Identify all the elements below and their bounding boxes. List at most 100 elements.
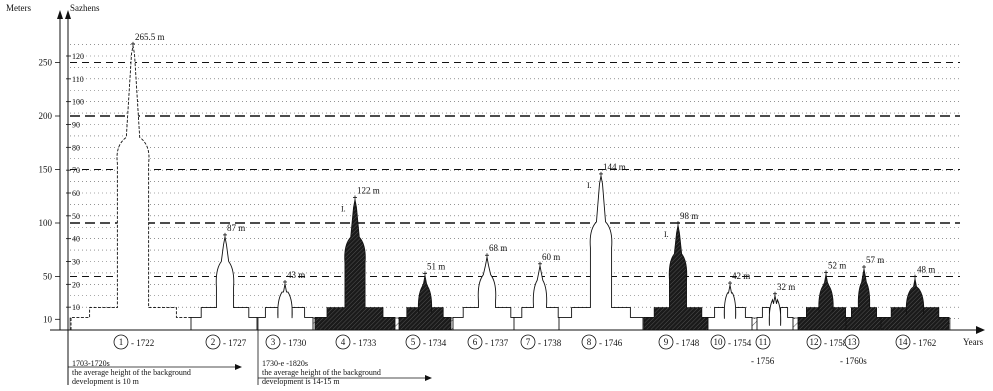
building-1-silhouette <box>70 45 196 331</box>
period-1-note-line1: the average height of the background <box>72 368 191 377</box>
building-1-number-circle <box>113 334 129 350</box>
sazhen-tick-label: 90 <box>72 120 80 129</box>
building-3-height-label: 43 m <box>287 270 305 280</box>
roman-mark-4: I. <box>341 204 346 213</box>
building-6-number: 6 <box>473 337 478 347</box>
building-5-silhouette <box>398 275 452 331</box>
building-11-number-circle <box>755 334 771 350</box>
building-7-number-circle <box>520 334 536 350</box>
building-4-silhouette <box>314 199 396 331</box>
building-10-year: - 1754 <box>728 338 752 348</box>
building-14-number-circle <box>895 334 911 350</box>
building-9-number-circle <box>658 334 674 350</box>
building-7-height-label: 60 m <box>542 252 560 262</box>
building-4-number: 4 <box>341 337 346 347</box>
building-2-height-label: 87 m <box>227 223 245 233</box>
building-10-silhouette <box>707 284 753 331</box>
building-12-silhouette <box>797 274 855 331</box>
building-10-number: 10 <box>714 337 724 347</box>
building-8-height-label: 144 m <box>603 162 626 172</box>
building-11-silhouette <box>756 295 794 331</box>
building-13-number-circle <box>844 334 860 350</box>
building-12-year: - 1758 <box>824 338 848 348</box>
years-axis-label: Years <box>963 337 984 347</box>
building-9-silhouette <box>643 225 713 331</box>
building-9-height-label: 98 m <box>680 211 698 221</box>
building-2-number: 2 <box>211 337 216 347</box>
building-4-number-circle <box>335 334 351 350</box>
meter-tick-labels: 10 50 100 150 200 250 <box>39 58 60 324</box>
sazhen-tick-labels: 10 20 30 40 50 60 70 80 90 100 110 120 <box>66 52 84 312</box>
building-8-number-circle <box>581 334 597 350</box>
building-1-year: - 1722 <box>131 338 154 348</box>
building-7-silhouette <box>513 265 567 331</box>
building-10-number-circle <box>710 334 726 350</box>
sazhen-tick-label: 70 <box>72 166 80 175</box>
period-2-note-line2: development is 14-15 m <box>262 377 340 386</box>
meter-tick-label: 150 <box>39 165 53 175</box>
building-6-number-circle <box>467 334 483 350</box>
building-number-year-labels: 1 - 1722 2 - 1727 3 - 1730 4 - 1733 5 - 1734 6 - 17… <box>113 334 936 366</box>
building-5-number-circle <box>405 334 421 350</box>
building-4-year: - 1733 <box>353 338 377 348</box>
building-9-number: 9 <box>664 337 669 347</box>
meters-axis-arrow-icon <box>57 10 63 19</box>
grid-lines <box>70 44 960 319</box>
period-1-arrow-icon <box>235 364 242 370</box>
period-2-range: 1730-e -1820s <box>262 359 308 368</box>
building-2-number-circle <box>205 334 221 350</box>
x-axis-arrow-icon <box>976 326 985 334</box>
building-5-number: 5 <box>411 337 416 347</box>
building-2-silhouette <box>190 236 260 331</box>
meter-tick-label: 250 <box>39 58 53 68</box>
building-5-height-label: 51 m <box>427 261 445 271</box>
meter-tick-label: 10 <box>43 314 53 324</box>
building-14-height-label: 48 m <box>917 265 935 275</box>
building-height-labels: 265.5 m 87 m 43 m 122 m 51 m 68 m 60 m 144 m 98 … <box>135 32 935 292</box>
meter-tick-label: 200 <box>39 111 53 121</box>
building-5-year: - 1734 <box>423 338 447 348</box>
building-13-year: - 1760s <box>840 356 867 366</box>
period-2-arrow-icon <box>425 375 432 381</box>
building-7-year: - 1738 <box>538 338 562 348</box>
building-3-year: - 1730 <box>283 338 307 348</box>
meter-tick-label: 50 <box>43 272 53 282</box>
sazhen-tick-label: 110 <box>72 75 84 84</box>
building-14-silhouette <box>880 278 950 331</box>
building-6-height-label: 68 m <box>489 243 507 253</box>
building-8-year: - 1746 <box>599 338 623 348</box>
building-3-number-circle <box>265 334 281 350</box>
building-7-number: 7 <box>526 337 531 347</box>
building-12-number: 12 <box>810 337 819 347</box>
sazhen-tick-label: 120 <box>72 52 84 61</box>
sazhens-axis-arrow-icon <box>65 10 71 19</box>
meter-tick-label: 100 <box>39 218 53 228</box>
building-11-year: - 1756 <box>751 356 775 366</box>
roman-marks: I. I. I. <box>341 181 669 239</box>
building-4-height-label: 122 m <box>357 185 380 195</box>
sazhen-tick-label: 100 <box>72 98 84 107</box>
building-3-number: 3 <box>271 337 276 347</box>
sazhens-axis-label: Sazhens <box>70 3 100 13</box>
axes: Meters Sazhens Years <box>6 3 985 385</box>
building-3-silhouette <box>256 283 314 331</box>
building-6-year: - 1737 <box>485 338 509 348</box>
building-8-silhouette <box>558 175 644 331</box>
sazhen-tick-label: 20 <box>72 280 80 289</box>
building-14-year: - 1762 <box>913 338 936 348</box>
sazhen-tick-label: 40 <box>72 235 80 244</box>
building-12-number-circle <box>806 334 822 350</box>
building-11-number: 11 <box>759 337 768 347</box>
building-8-number: 8 <box>587 337 592 347</box>
sazhen-tick-label: 10 <box>72 303 80 312</box>
building-13-height-label: 57 m <box>866 255 884 265</box>
building-6-silhouette <box>452 257 522 331</box>
building-12-height-label: 52 m <box>828 260 846 270</box>
roman-mark-8: I. <box>587 181 592 190</box>
building-2-year: - 1727 <box>223 338 247 348</box>
sazhen-tick-label: 80 <box>72 143 80 152</box>
building-1-height-label: 265.5 m <box>135 32 165 42</box>
period-1-range: 1703-1720s <box>72 359 110 368</box>
building-14-number: 14 <box>899 337 909 347</box>
